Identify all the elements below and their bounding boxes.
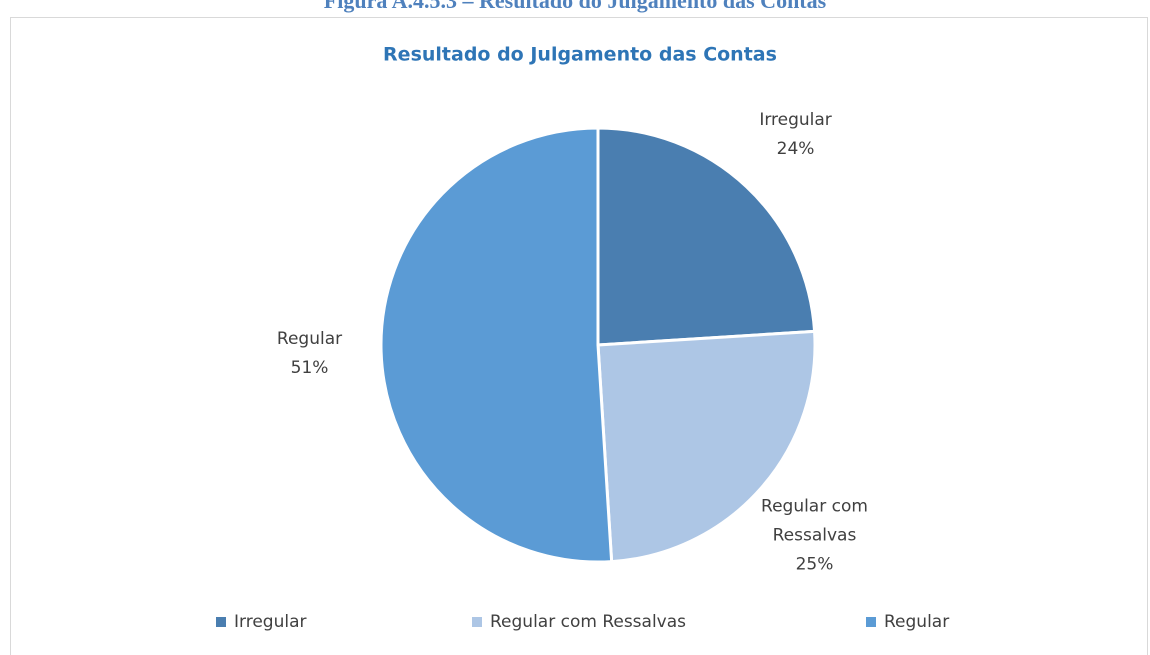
legend-label: Regular com Ressalvas: [490, 612, 686, 632]
data-label-name: Irregular: [759, 109, 832, 130]
data-label: Regular com Ressalvas 25%: [749, 492, 879, 579]
pie-slice: [596, 126, 817, 347]
chart-frame: [10, 17, 1148, 655]
legend-label: Regular: [884, 612, 949, 632]
chart-title: Resultado do Julgamento das Contas: [383, 44, 777, 66]
legend-swatch: [472, 617, 482, 627]
legend-label: Irregular: [234, 612, 306, 632]
legend-swatch: [866, 617, 876, 627]
figure-caption: Figura A.4.5.3 – Resultado do Julgamento…: [323, 0, 827, 13]
data-label-name: Regular com Ressalvas: [761, 496, 868, 546]
data-label-value: 51%: [290, 358, 329, 379]
pie-slice: [596, 329, 817, 564]
data-label-value: 24%: [776, 138, 815, 159]
data-label-value: 25%: [795, 554, 834, 575]
data-label-name: Regular: [276, 329, 343, 350]
pie-slice: [379, 126, 614, 564]
data-label: Irregular 24%: [731, 106, 861, 164]
data-label: Regular 51%: [245, 325, 375, 383]
legend-swatch: [216, 617, 226, 627]
